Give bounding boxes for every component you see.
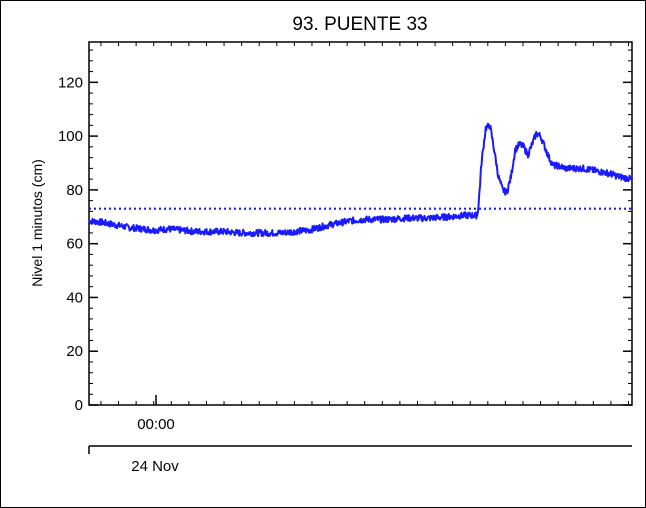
y-tick-label: 80 [66, 182, 83, 199]
y-tick-label: 40 [66, 289, 83, 306]
series-layer [88, 122, 633, 238]
y-tick-label: 60 [66, 236, 83, 253]
y-tick-label: 0 [75, 397, 83, 414]
chart-title: 93. PUENTE 33 [292, 14, 427, 35]
y-axis: 0 20 40 60 80 100 120 [58, 74, 632, 414]
x-tick-label: 00:00 [137, 416, 175, 433]
water-level-series [88, 122, 633, 238]
plot-area-border [88, 41, 633, 406]
y-tick-label: 20 [66, 343, 83, 360]
y-tick-label: 100 [58, 128, 83, 145]
minor-ticks [89, 42, 632, 405]
y-axis-label: Nivel 1 minutos (cm) [29, 159, 45, 287]
y-tick-label: 120 [58, 74, 83, 91]
date-label: 24 Nov [131, 458, 179, 475]
